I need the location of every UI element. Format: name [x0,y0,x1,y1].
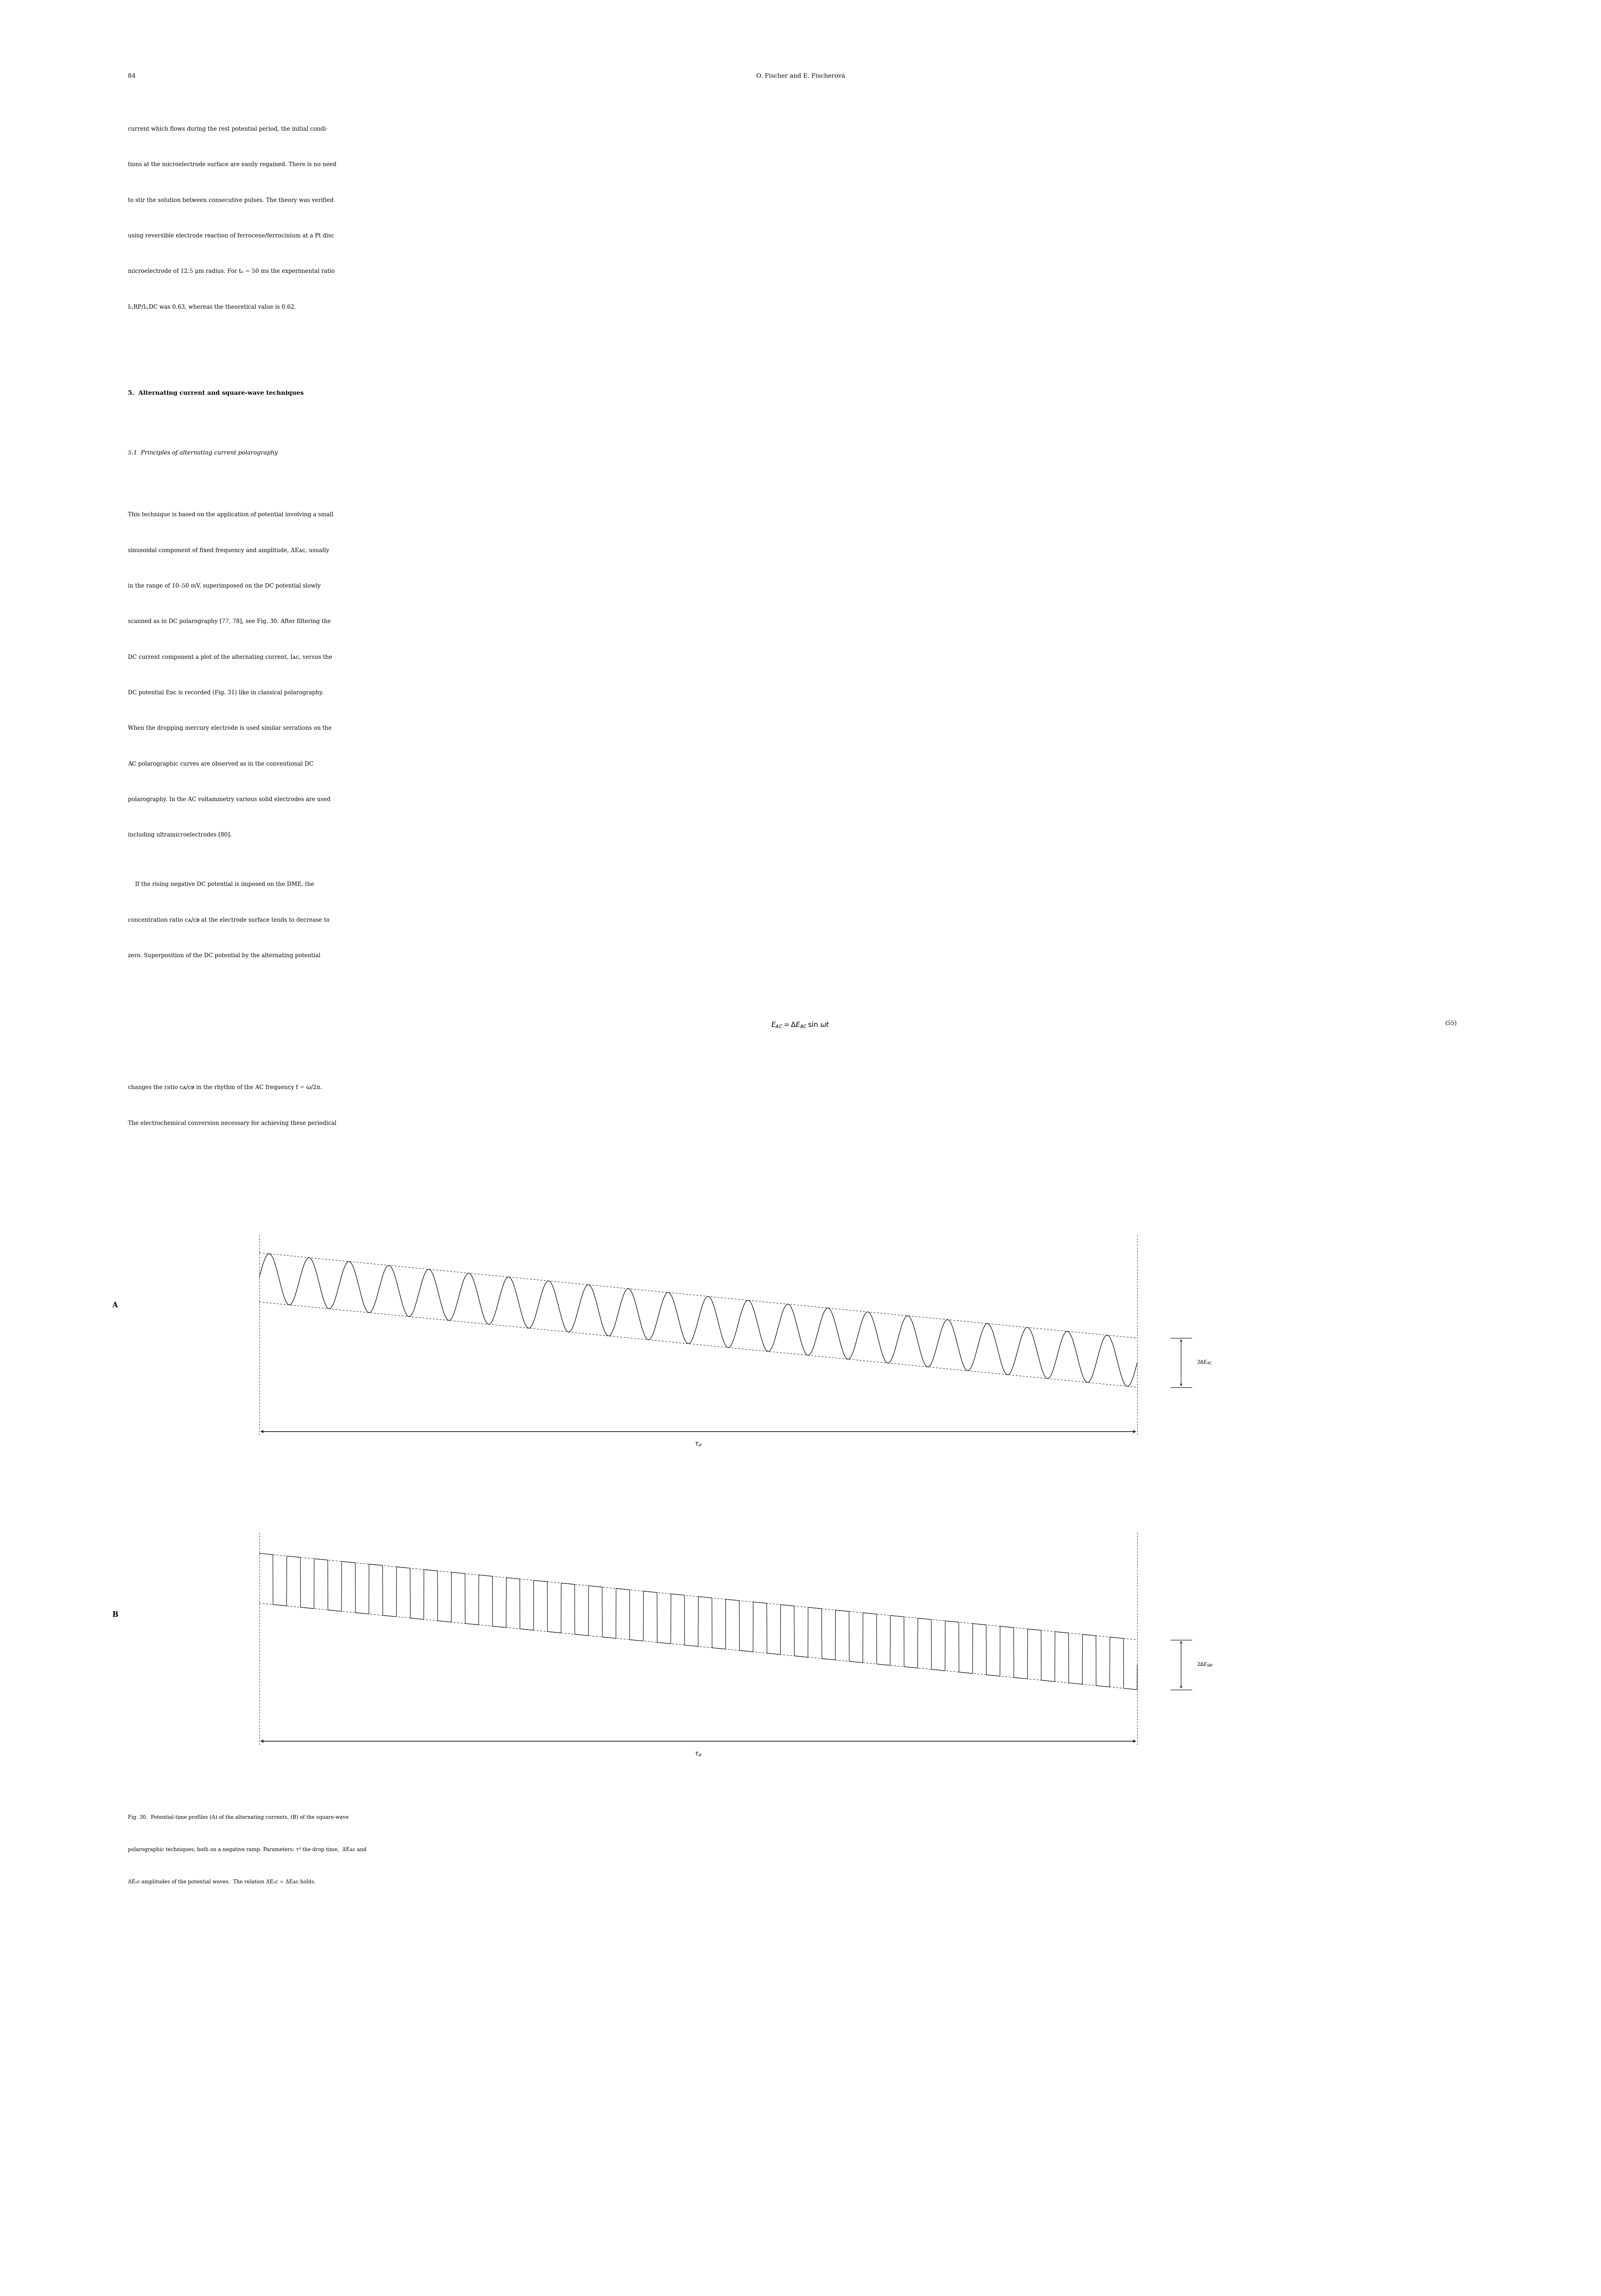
Text: B: B [112,1612,118,1619]
Text: $2\Delta E_{AC}$: $2\Delta E_{AC}$ [1198,1359,1212,1366]
Text: DC current component a plot of the alternating current, Iᴀᴄ, versus the: DC current component a plot of the alter… [128,654,333,659]
Text: scanned as in DC polarography [77, 78], see Fig. 30. After filtering the: scanned as in DC polarography [77, 78], … [128,620,331,625]
Text: The electrochemical conversion necessary for achieving these periodical: The electrochemical conversion necessary… [128,1120,336,1125]
Text: $2\Delta E_{SW}$: $2\Delta E_{SW}$ [1198,1662,1214,1667]
Text: Fig. 30.  Potential-time profiles (A) of the alternating currents, (B) of the sq: Fig. 30. Potential-time profiles (A) of … [128,1816,349,1821]
Text: ΔEₛᴄ amplitudes of the potential waves.  The relation ΔEₛᴄ = ΔEᴀᴄ holds.: ΔEₛᴄ amplitudes of the potential waves. … [128,1880,315,1885]
Text: 5.1  Principles of alternating current polarography: 5.1 Principles of alternating current po… [128,450,279,455]
Text: $\tau_d$: $\tau_d$ [695,1442,701,1449]
Text: polarography. In the AC voltammetry various solid electrodes are used: polarography. In the AC voltammetry vari… [128,797,331,801]
Text: sinusoidal component of fixed frequency and amplitude, ΔEᴀᴄ, usually: sinusoidal component of fixed frequency … [128,549,330,553]
Text: DC potential Eᴅᴄ is recorded (Fig. 31) like in classical polarography.: DC potential Eᴅᴄ is recorded (Fig. 31) l… [128,691,323,696]
Text: 84: 84 [128,73,136,78]
Text: 5.  Alternating current and square-wave techniques: 5. Alternating current and square-wave t… [128,390,304,395]
Text: $E_{AC} = \Delta E_{AC}\, \sin\, \omega t$: $E_{AC} = \Delta E_{AC}\, \sin\, \omega … [772,1022,829,1029]
Text: When the dropping mercury electrode is used similar serrations on the: When the dropping mercury electrode is u… [128,726,331,730]
Text: microelectrode of 12.5 μm radius. For tₚ = 50 ms the experimental ratio: microelectrode of 12.5 μm radius. For tₚ… [128,269,335,273]
Text: including ultramicroelectrodes [80].: including ultramicroelectrodes [80]. [128,833,232,838]
Text: tions at the microelectrode surface are easily regained. There is no need: tions at the microelectrode surface are … [128,161,336,168]
Text: current which flows during the rest potential period, the initial condi-: current which flows during the rest pote… [128,126,328,131]
Text: to stir the solution between consecutive pulses. The theory was verified: to stir the solution between consecutive… [128,197,333,202]
Text: zero. Superposition of the DC potential by the alternating potential: zero. Superposition of the DC potential … [128,953,320,957]
Text: AC polarographic curves are observed as in the conventional DC: AC polarographic curves are observed as … [128,762,314,767]
Text: A: A [112,1302,117,1309]
Text: (55): (55) [1446,1022,1457,1026]
Text: O. Fischer and E. Fischerová: O. Fischer and E. Fischerová [756,73,845,78]
Text: polarographic techniques, both on a negative ramp. Parameters: τᵈ the drop time,: polarographic techniques, both on a nega… [128,1848,367,1853]
Text: Iₗ,RP/Iₗ,DC was 0.63, whereas the theoretical value is 0.62.: Iₗ,RP/Iₗ,DC was 0.63, whereas the theore… [128,305,296,310]
Text: in the range of 10–50 mV, superimposed on the DC potential slowly: in the range of 10–50 mV, superimposed o… [128,583,320,588]
Text: If the rising negative DC potential is imposed on the DME, the: If the rising negative DC potential is i… [128,882,314,886]
Text: This technique is based on the application of potential involving a small: This technique is based on the applicati… [128,512,333,517]
Text: concentration ratio cᴀ/cᴃ at the electrode surface tends to decrease to: concentration ratio cᴀ/cᴃ at the electro… [128,918,330,923]
Text: $\tau_d$: $\tau_d$ [695,1752,701,1756]
Text: changes the ratio cᴀ/cᴃ in the rhythm of the AC frequency f = ω/2π.: changes the ratio cᴀ/cᴃ in the rhythm of… [128,1086,322,1091]
Text: using reversible electrode reaction of ferrocene/ferrocinium at a Pt disc: using reversible electrode reaction of f… [128,234,335,239]
